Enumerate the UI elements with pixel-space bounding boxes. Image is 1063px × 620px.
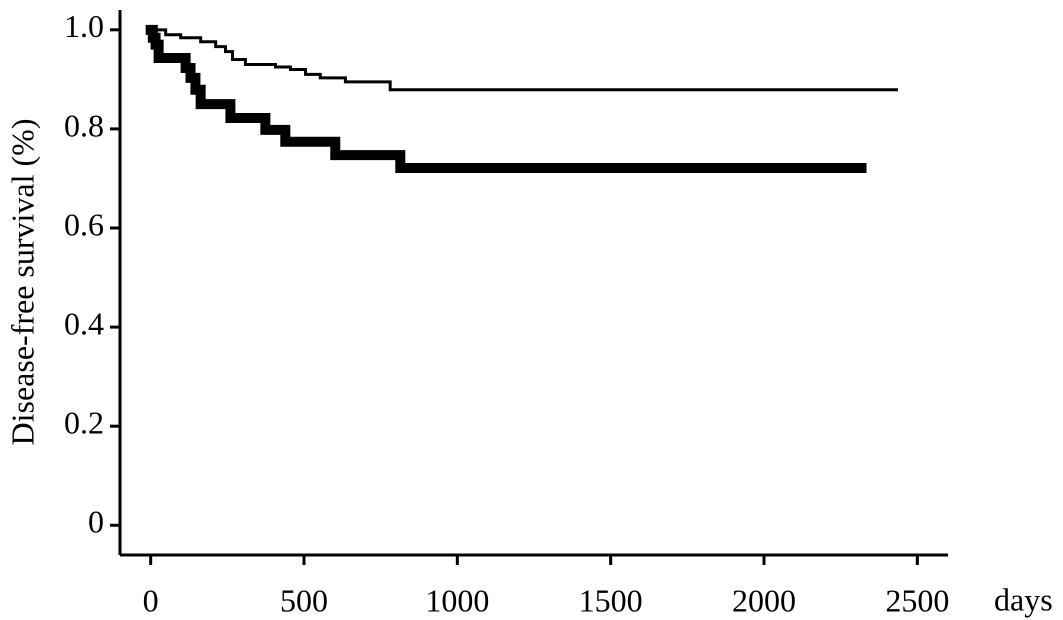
y-tick-label: 0.2 — [64, 405, 104, 441]
x-tick-label: 0 — [143, 582, 159, 618]
x-tick-label: 1500 — [579, 582, 643, 618]
survival-curve — [145, 24, 867, 174]
survival-curve — [149, 28, 898, 92]
y-tick-label: 0 — [88, 504, 104, 540]
y-axis-label: Disease-free survival (%) — [4, 119, 40, 446]
y-tick-label: 0.6 — [64, 206, 104, 242]
y-tick-label: 0.8 — [64, 107, 104, 143]
x-tick-label: 2500 — [885, 582, 949, 618]
y-tick-label: 0.4 — [64, 305, 104, 341]
x-tick-label: 1000 — [425, 582, 489, 618]
x-axis-label: days — [994, 581, 1053, 617]
y-tick-label: 1.0 — [64, 8, 104, 44]
x-tick-label: 2000 — [732, 582, 796, 618]
x-tick-label: 500 — [280, 582, 328, 618]
